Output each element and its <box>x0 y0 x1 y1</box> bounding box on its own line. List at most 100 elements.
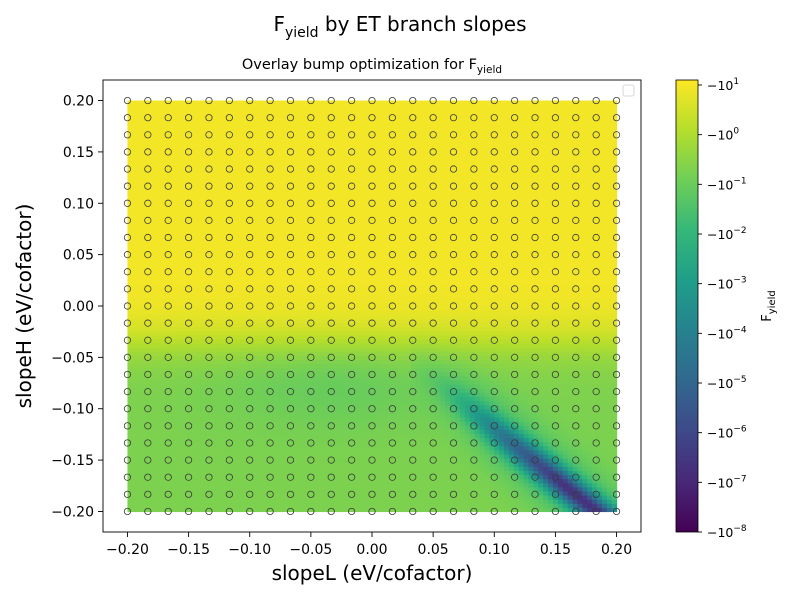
heatmap-cell <box>244 289 251 295</box>
heatmap-cell <box>259 433 265 439</box>
heatmap-cell <box>137 232 143 237</box>
heatmap-cell <box>288 166 295 171</box>
heatmap-cell <box>298 141 305 147</box>
heatmap-cell <box>279 244 285 250</box>
heatmap-cell <box>264 470 270 476</box>
heatmap-cell <box>235 129 241 135</box>
heatmap-cell <box>166 470 173 476</box>
heatmap-cell <box>323 153 329 159</box>
heatmap-cell <box>259 162 265 167</box>
heatmap-cell <box>210 281 217 287</box>
heatmap-cell <box>332 400 339 406</box>
heatmap-cell <box>259 499 265 504</box>
heatmap-cell <box>244 232 251 237</box>
heatmap-cell <box>215 133 221 139</box>
heatmap-cell <box>323 470 329 476</box>
heatmap-cell <box>323 211 329 217</box>
heatmap-cell <box>362 293 368 299</box>
heatmap-cell <box>156 297 163 303</box>
heatmap-cell <box>151 190 158 196</box>
heatmap-cell <box>264 392 270 397</box>
heatmap-cell <box>303 306 310 311</box>
heatmap-cell <box>156 486 163 492</box>
heatmap-cell <box>254 133 261 139</box>
heatmap-cell <box>244 433 251 439</box>
heatmap-cell <box>274 359 280 365</box>
heatmap-cell <box>166 244 173 250</box>
heatmap-cell <box>303 227 310 233</box>
heatmap-cell <box>171 379 177 385</box>
heatmap-cell <box>176 367 182 373</box>
heatmap-cell <box>166 445 173 451</box>
heatmap-cell <box>352 486 358 492</box>
heatmap-cell <box>288 388 295 393</box>
heatmap-cell <box>156 314 163 319</box>
heatmap-cell <box>318 392 324 397</box>
heatmap-cell <box>137 219 143 225</box>
heatmap-cell <box>215 355 221 361</box>
heatmap-cell <box>323 482 329 488</box>
heatmap-cell <box>176 462 182 467</box>
heatmap-cell <box>362 478 368 484</box>
heatmap-cell <box>225 112 231 118</box>
heatmap-cell <box>156 384 163 389</box>
heatmap-cell <box>215 182 221 188</box>
heatmap-cell <box>323 507 329 513</box>
heatmap-cell <box>342 503 349 508</box>
heatmap-cell <box>303 133 310 139</box>
heatmap-cell <box>337 145 344 151</box>
heatmap-cell <box>283 112 290 118</box>
heatmap-cell <box>176 400 182 406</box>
heatmap-cell <box>230 478 236 484</box>
heatmap-cell <box>298 248 305 254</box>
heatmap-cell <box>298 223 305 229</box>
heatmap-cell <box>269 486 275 492</box>
heatmap-cell <box>244 273 251 278</box>
heatmap-cell <box>186 236 192 241</box>
heatmap-cell <box>239 429 246 434</box>
heatmap-cell <box>254 367 261 373</box>
heatmap-cell <box>298 145 305 151</box>
heatmap-cell <box>137 351 143 356</box>
heatmap-cell <box>323 322 329 328</box>
heatmap-cell <box>171 236 177 241</box>
heatmap-cell <box>303 314 310 319</box>
heatmap-cell <box>318 342 324 348</box>
heatmap-cell <box>323 277 329 282</box>
heatmap-cell <box>210 495 217 500</box>
heatmap-cell <box>191 108 197 114</box>
heatmap-cell <box>342 445 349 451</box>
heatmap-cell <box>200 264 207 270</box>
heatmap-cell <box>220 408 226 414</box>
heatmap-cell <box>151 379 158 385</box>
heatmap-cell <box>342 347 349 352</box>
heatmap-cell <box>337 371 344 377</box>
heatmap-cell <box>132 232 138 237</box>
heatmap-cell <box>200 240 207 245</box>
heatmap-cell <box>269 470 275 476</box>
heatmap-cell <box>303 236 310 241</box>
heatmap-cell <box>298 507 305 513</box>
heatmap-cell <box>313 260 319 266</box>
heatmap-cell <box>303 264 310 270</box>
heatmap-cell <box>147 429 153 434</box>
heatmap-cell <box>352 170 358 176</box>
heatmap-cell <box>308 396 314 402</box>
heatmap-cell <box>347 503 354 508</box>
heatmap-cell <box>352 416 358 422</box>
heatmap-cell <box>332 429 339 434</box>
heatmap-cell <box>269 199 275 204</box>
heatmap-cell <box>176 388 182 393</box>
heatmap-cell <box>161 433 168 439</box>
heatmap-cell <box>357 252 363 258</box>
heatmap-cell <box>181 392 187 397</box>
heatmap-cell <box>215 342 221 348</box>
heatmap-cell <box>200 379 207 385</box>
heatmap-cell <box>230 379 236 385</box>
heatmap-cell <box>235 264 241 270</box>
heatmap-cell <box>313 359 319 365</box>
heatmap-cells <box>127 100 618 513</box>
heatmap-cell <box>156 121 163 126</box>
heatmap-cell <box>147 400 153 406</box>
heatmap-cell <box>283 125 290 130</box>
